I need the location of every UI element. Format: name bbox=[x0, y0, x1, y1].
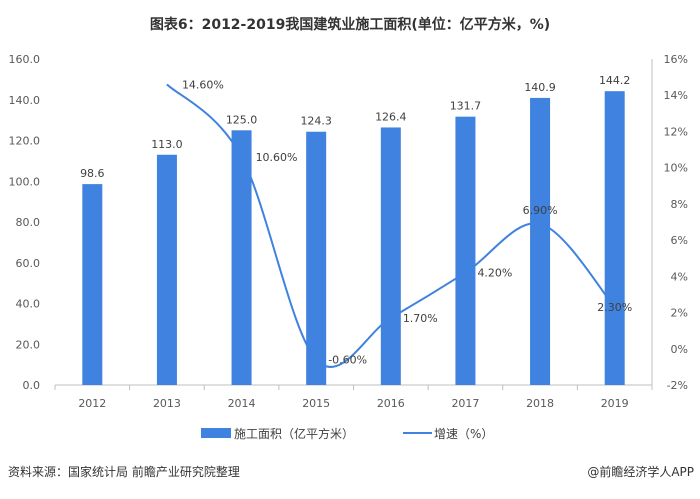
bar-data-label: 140.9 bbox=[524, 81, 556, 94]
line-data-label: 6.90% bbox=[523, 204, 558, 217]
right-tick-label: 10% bbox=[664, 162, 688, 175]
bar-data-label: 131.7 bbox=[450, 100, 482, 113]
x-tick-label: 2014 bbox=[228, 397, 256, 410]
source-note: 资料来源：国家统计局 前瞻产业研究院整理 bbox=[8, 464, 240, 479]
left-tick-label: 120.0 bbox=[9, 135, 41, 148]
growth-line bbox=[166, 83, 616, 368]
bar-data-label: 125.0 bbox=[226, 113, 258, 126]
right-tick-label: 2% bbox=[671, 307, 688, 320]
x-tick-label: 2019 bbox=[601, 397, 629, 410]
bar-data-label: 144.2 bbox=[599, 74, 631, 87]
left-tick-label: 20.0 bbox=[16, 338, 41, 351]
legend-label-bar: 施工面积（亿平方米） bbox=[234, 426, 354, 441]
legend: 施工面积（亿平方米） 增速（%） bbox=[201, 426, 493, 441]
line-data-label: 4.20% bbox=[477, 267, 512, 280]
right-tick-label: -2% bbox=[667, 379, 688, 392]
bar bbox=[156, 154, 177, 385]
left-tick-label: 160.0 bbox=[9, 53, 41, 66]
x-tick-label: 2018 bbox=[526, 397, 554, 410]
right-tick-label: 8% bbox=[671, 198, 688, 211]
x-tick-label: 2016 bbox=[377, 397, 405, 410]
x-tick-label: 2015 bbox=[302, 397, 330, 410]
left-tick-label: 0.0 bbox=[23, 379, 41, 392]
right-tick-label: 12% bbox=[664, 125, 688, 138]
line-data-label: -0.60% bbox=[328, 354, 367, 367]
line-data-label: 10.60% bbox=[256, 151, 298, 164]
legend-swatch-bar bbox=[201, 428, 231, 438]
bar bbox=[455, 116, 476, 385]
bar-data-label: 113.0 bbox=[151, 138, 183, 151]
bar-data-label: 124.3 bbox=[300, 115, 332, 128]
bar bbox=[530, 97, 551, 385]
x-tick-label: 2013 bbox=[153, 397, 181, 410]
left-tick-label: 80.0 bbox=[16, 216, 41, 229]
bar bbox=[604, 91, 625, 385]
bar bbox=[380, 127, 401, 386]
right-tick-label: 16% bbox=[664, 53, 688, 66]
right-tick-label: 4% bbox=[671, 270, 688, 283]
line-data-label: 2.30% bbox=[597, 301, 632, 314]
right-tick-label: 14% bbox=[664, 89, 688, 102]
bar-data-label: 98.6 bbox=[80, 167, 105, 180]
bar-data-label: 126.4 bbox=[375, 110, 407, 123]
line-data-label: 14.60% bbox=[182, 78, 224, 91]
left-tick-label: 100.0 bbox=[9, 175, 41, 188]
bar bbox=[306, 131, 327, 385]
bar bbox=[231, 130, 252, 385]
left-tick-label: 40.0 bbox=[16, 298, 41, 311]
chart-title: 图表6：2012-2019我国建筑业施工面积(单位：亿平方米，%) bbox=[150, 16, 550, 33]
left-tick-label: 140.0 bbox=[9, 94, 41, 107]
x-tick-label: 2012 bbox=[78, 397, 106, 410]
x-tick-label: 2017 bbox=[451, 397, 479, 410]
right-tick-label: 0% bbox=[671, 343, 688, 356]
line-data-label: 1.70% bbox=[403, 312, 438, 325]
bar bbox=[82, 184, 103, 385]
brand-credit: @前瞻经济学人APP bbox=[587, 464, 694, 479]
legend-label-line: 增速（%） bbox=[434, 427, 493, 441]
right-tick-label: 6% bbox=[671, 234, 688, 247]
left-tick-label: 60.0 bbox=[16, 257, 41, 270]
